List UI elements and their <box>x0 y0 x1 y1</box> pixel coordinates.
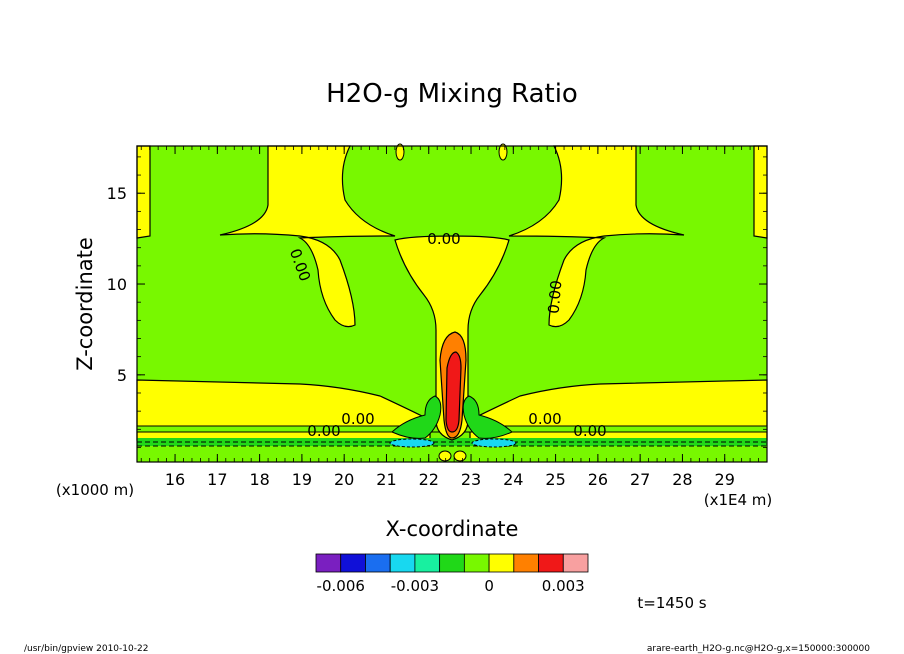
contour-labels: 0.000.000.000.000.000.000.00 <box>286 230 607 440</box>
y-unit-label: (x1000 m) <box>56 481 134 499</box>
x-tick-label: 21 <box>376 470 396 489</box>
contour-value-label: 0.00 <box>427 230 460 248</box>
colorbar-swatch <box>488 553 515 573</box>
x-tick-label: 22 <box>419 470 439 489</box>
x-tick-label: 28 <box>672 470 692 489</box>
x-tick-label: 18 <box>249 470 269 489</box>
upper-left-yellow-plume <box>219 145 396 328</box>
colorbar-swatch <box>463 553 490 573</box>
x-tick-label: 17 <box>207 470 227 489</box>
contour-value-label: 0.00 <box>341 410 374 428</box>
plot-area: 0.000.000.000.000.000.000.00 <box>136 143 768 463</box>
upper-left-edge-yellow <box>136 145 151 239</box>
x-tick-label: 29 <box>715 470 735 489</box>
green-bump-right <box>462 395 513 439</box>
colorbar-swatch <box>315 553 342 573</box>
x-axis-label: X-coordinate <box>386 517 519 541</box>
colorbar-swatch <box>439 553 465 573</box>
plot-frame <box>136 145 768 463</box>
contour-value-label: 0.00 <box>545 280 566 315</box>
y-tick-label: 5 <box>117 366 127 385</box>
x-tick-label: 19 <box>292 470 312 489</box>
footer-right: arare-earth_H2O-g.nc@H2O-g,x=150000:3000… <box>647 644 870 654</box>
cyan-patch-right <box>471 438 517 448</box>
footer-left: /usr/bin/gpview 2010-10-22 <box>24 644 148 654</box>
chart-title: H2O-g Mixing Ratio <box>326 79 578 109</box>
colorbar-swatch <box>414 553 441 573</box>
x-tick-label: 20 <box>334 470 354 489</box>
green-bump-left <box>391 395 442 439</box>
time-label: t=1450 s <box>637 594 706 612</box>
contour-value-label: 0.00 <box>573 422 606 440</box>
x-tick-label: 26 <box>588 470 608 489</box>
colorbar-swatch <box>513 553 539 573</box>
x-tick-label: 24 <box>503 470 523 489</box>
colorbar: -0.006 -0.003 0 0.003 <box>315 553 589 595</box>
y-axis-label: Z-coordinate <box>73 237 97 371</box>
x-tick-label: 23 <box>461 470 481 489</box>
x-tick-label: 25 <box>545 470 565 489</box>
cyan-patch-left <box>389 438 435 448</box>
colorbar-swatch <box>365 553 391 573</box>
contour-value-label: 0.00 <box>307 422 340 440</box>
x-tick-label: 27 <box>630 470 650 489</box>
colorbar-tick-label: 0 <box>484 577 494 595</box>
bottom-oval-left <box>438 450 452 462</box>
colorbar-tick-label: 0.003 <box>542 577 585 595</box>
upper-right-edge-yellow <box>753 145 768 239</box>
x-axis: 16 17 18 19 20 21 22 23 24 25 26 27 28 29 <box>140 146 768 489</box>
top-blob-left <box>395 143 405 161</box>
colorbar-swatch <box>538 553 564 573</box>
bottom-oval-right <box>453 450 467 462</box>
x-tick-label: 16 <box>165 470 185 489</box>
colorbar-tick-label: -0.003 <box>391 577 439 595</box>
y-tick-label: 15 <box>107 184 127 203</box>
y-axis: 5 10 15 <box>107 156 767 448</box>
colorbar-tick-label: -0.006 <box>317 577 365 595</box>
colorbar-swatch <box>340 553 366 573</box>
colorbar-swatch <box>389 553 416 573</box>
upper-right-yellow-plume <box>508 145 685 328</box>
central-red-core <box>445 351 462 433</box>
contour-value-label: 0.00 <box>528 410 561 428</box>
y-tick-label: 10 <box>107 275 127 294</box>
colorbar-swatch <box>562 553 589 573</box>
x-unit-label: (x1E4 m) <box>704 491 773 509</box>
